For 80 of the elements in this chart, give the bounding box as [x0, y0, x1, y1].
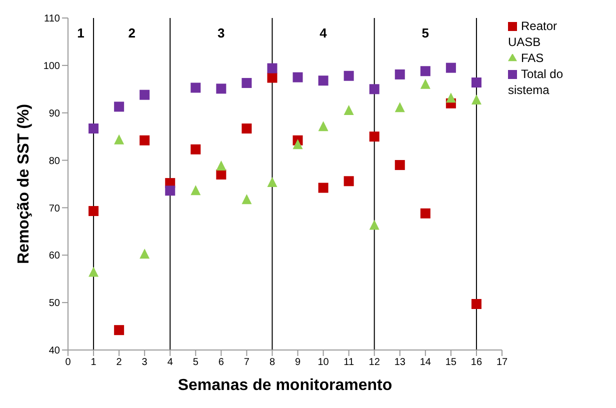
point — [344, 70, 354, 81]
x-tick-label: 4 — [167, 357, 174, 368]
y-tick-label: 100 — [43, 60, 60, 72]
point — [267, 177, 278, 188]
annotation: 4 — [320, 26, 328, 41]
point — [88, 266, 99, 277]
x-tick-label: 17 — [496, 357, 508, 368]
point — [267, 72, 278, 83]
x-tick-label: 8 — [269, 357, 276, 368]
point — [420, 78, 430, 89]
y-tick-label: 50 — [48, 298, 60, 310]
point — [114, 102, 124, 112]
y-tick-label: 40 — [48, 346, 60, 357]
y-tick-label: 110 — [44, 14, 60, 25]
point — [242, 78, 252, 88]
point — [242, 124, 252, 134]
x-tick-label: 10 — [318, 357, 330, 368]
point — [344, 176, 354, 186]
point — [318, 76, 328, 86]
y-tick-label: 70 — [48, 203, 60, 214]
x-tick-label: 6 — [218, 357, 224, 368]
y-tick-label: 90 — [48, 108, 60, 120]
point — [292, 72, 303, 82]
point — [114, 134, 124, 144]
legend-label: Total do sistema — [508, 67, 564, 97]
point — [471, 78, 482, 88]
legend-label: FAS — [521, 51, 544, 65]
point — [394, 69, 405, 80]
y-axis-title: Remoção de SST (%) — [16, 104, 33, 264]
legend-label: Reator UASB — [508, 19, 558, 49]
point — [471, 94, 482, 105]
point — [292, 139, 303, 150]
x-tick-label: 11 — [344, 357, 354, 368]
x-tick-label: 14 — [420, 357, 432, 368]
point — [165, 186, 176, 196]
point — [140, 248, 150, 259]
point — [216, 84, 226, 94]
x-tick-label: 0 — [65, 357, 72, 368]
x-tick-label: 5 — [192, 357, 199, 368]
annotation: 1 — [77, 26, 84, 41]
x-tick-label: 2 — [116, 357, 122, 368]
y-tick-label: 80 — [48, 156, 60, 167]
point — [88, 206, 99, 216]
point — [190, 82, 201, 93]
point — [114, 325, 124, 336]
point — [190, 144, 201, 154]
point — [446, 92, 456, 103]
point — [420, 208, 430, 218]
x-tick-label: 3 — [142, 357, 148, 368]
y-tick-label: 60 — [48, 250, 60, 262]
x-tick-label: 15 — [445, 357, 457, 368]
point — [267, 63, 278, 74]
point — [318, 121, 328, 132]
point — [369, 220, 380, 230]
point — [190, 185, 201, 196]
point — [216, 160, 226, 170]
x-tick-label: 16 — [470, 357, 482, 368]
point — [369, 84, 380, 94]
point — [344, 104, 354, 115]
annotation: 2 — [128, 26, 136, 41]
x-tick-label: 12 — [368, 357, 380, 368]
annotation: 3 — [218, 26, 225, 41]
point — [318, 182, 328, 193]
point — [394, 160, 405, 170]
point — [140, 90, 150, 100]
point — [369, 132, 380, 142]
point — [216, 170, 226, 180]
x-tick-label: 9 — [294, 357, 301, 368]
x-axis-title: Semanas de monitoramento — [178, 377, 392, 394]
point — [242, 194, 252, 204]
point — [88, 124, 99, 134]
point — [446, 62, 456, 73]
point — [420, 66, 430, 76]
x-tick-label: 1 — [90, 357, 97, 368]
annotation: 5 — [422, 26, 430, 41]
point — [394, 102, 405, 112]
x-tick-label: 13 — [394, 357, 406, 368]
point — [471, 298, 482, 309]
x-tick-label: 7 — [244, 357, 250, 368]
point — [140, 135, 150, 146]
